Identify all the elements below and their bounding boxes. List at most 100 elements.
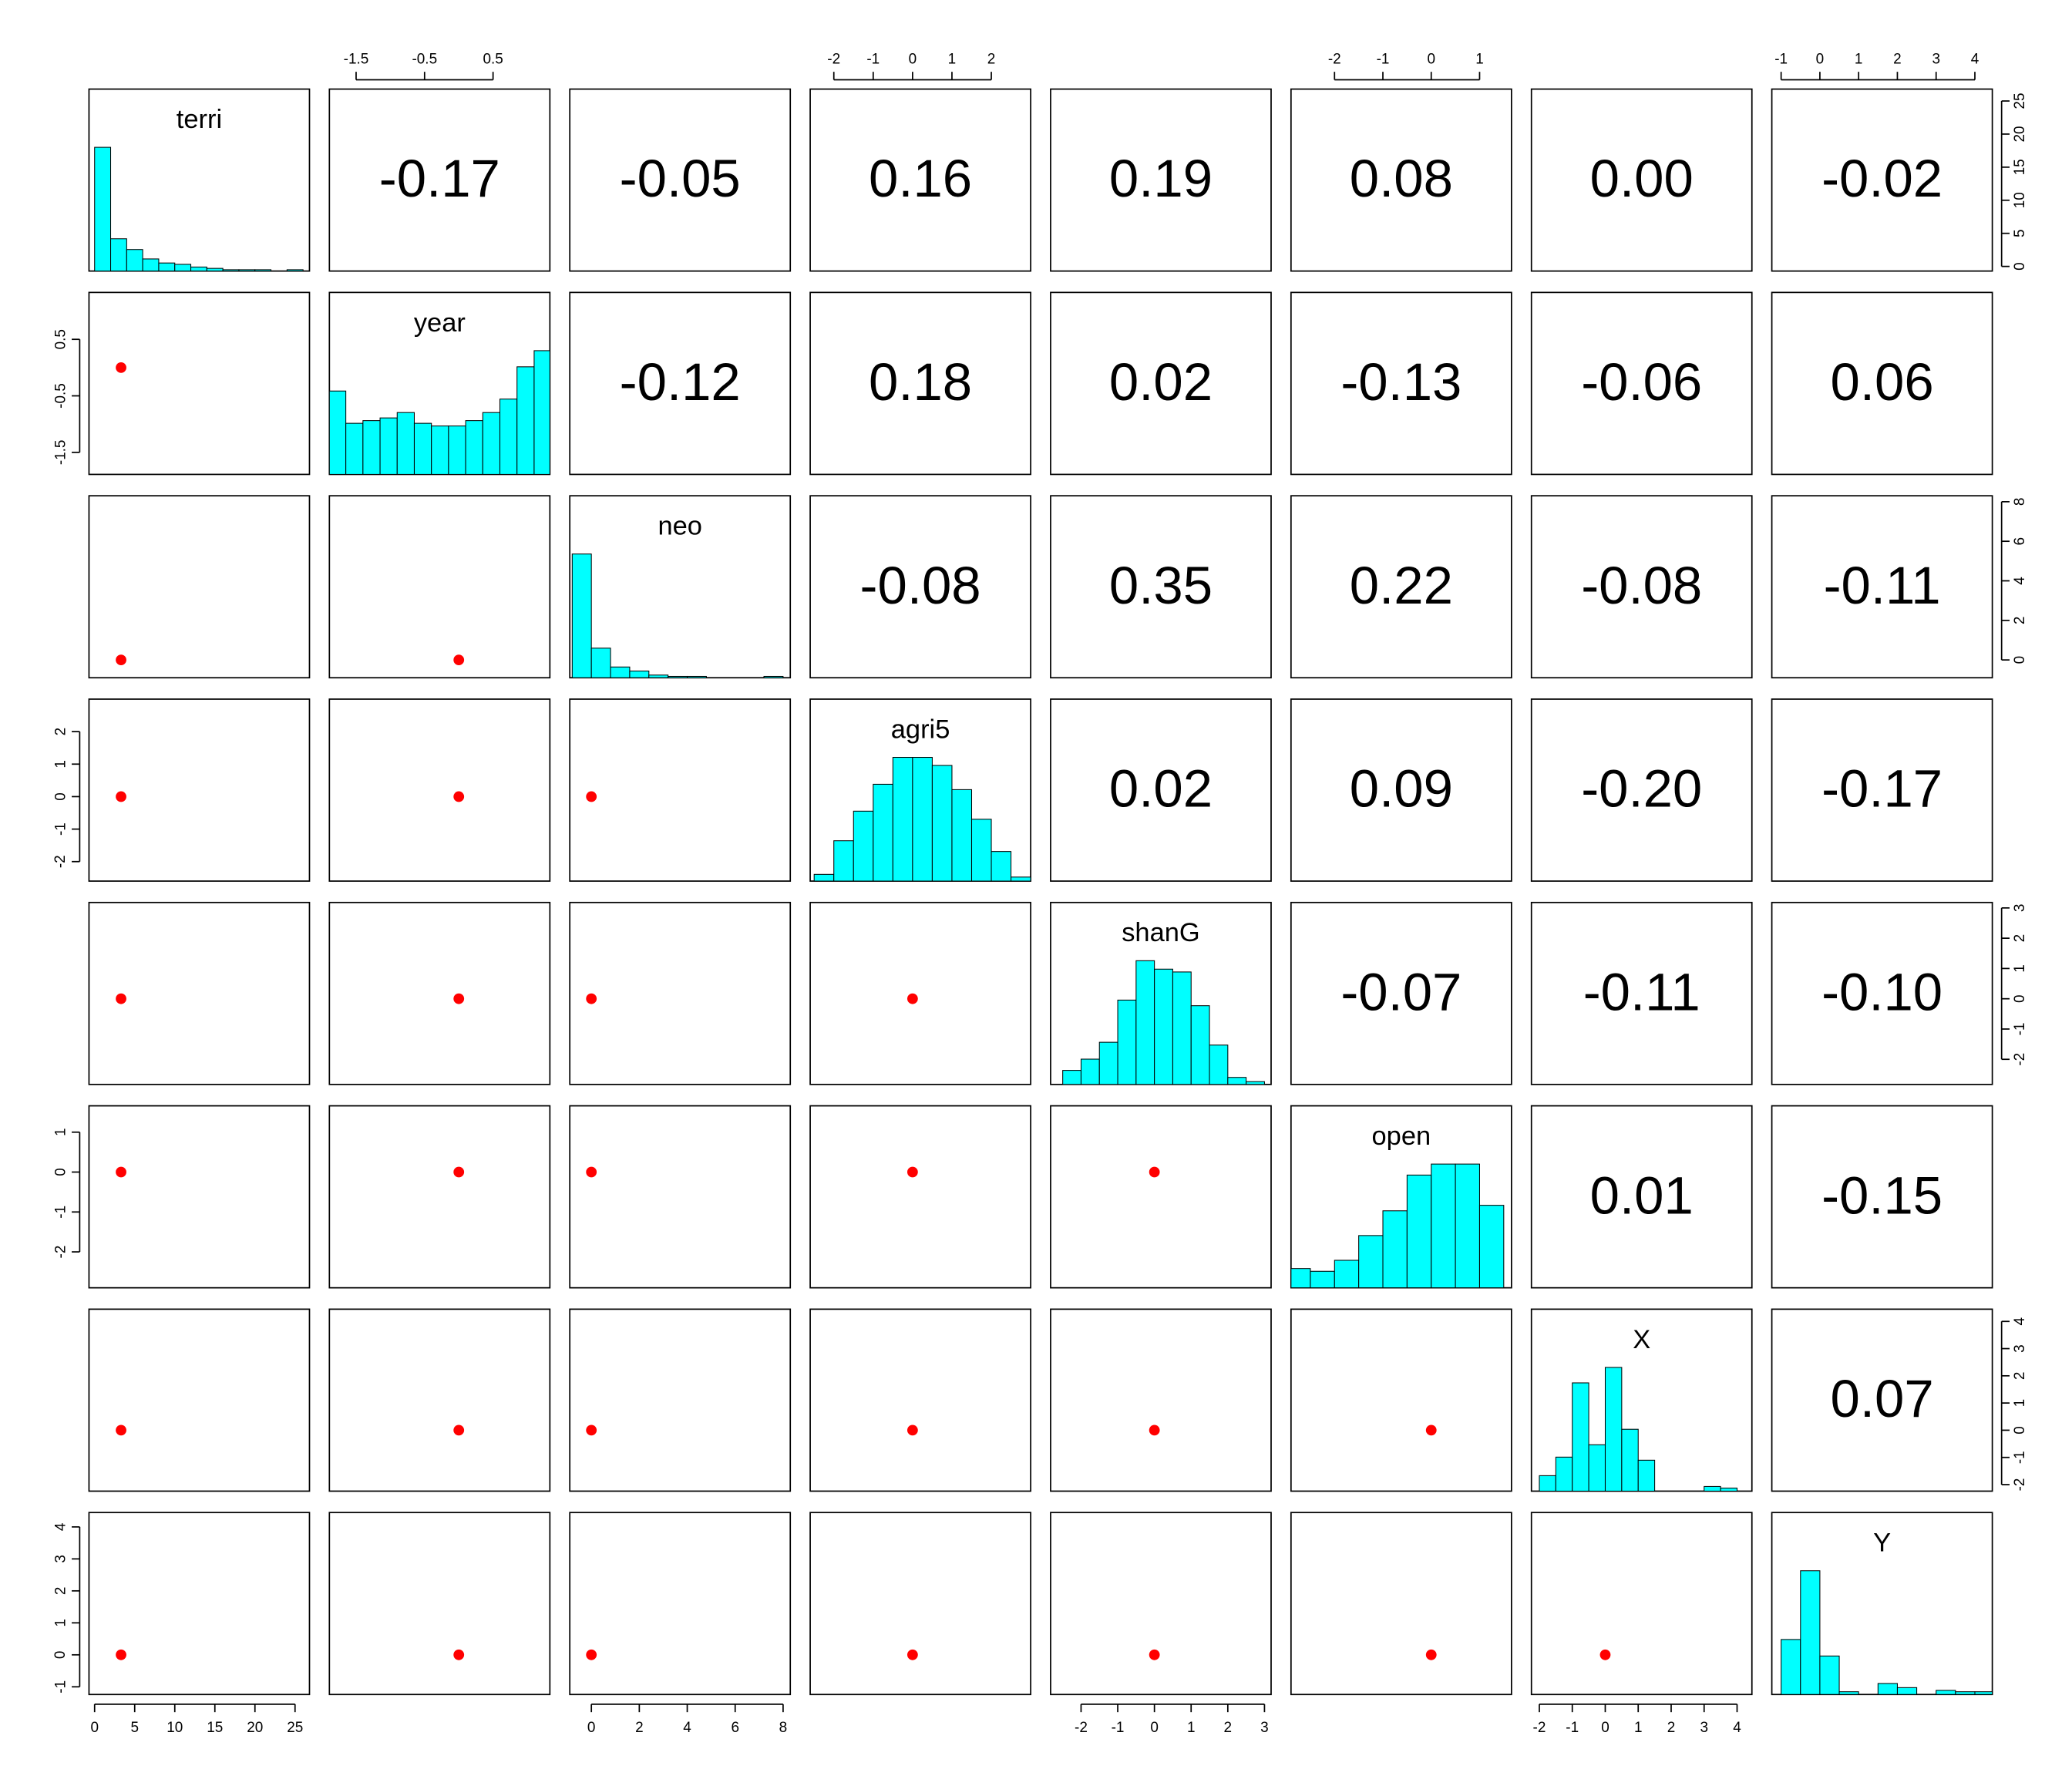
panel xyxy=(328,1512,551,1696)
panel xyxy=(1530,698,1753,882)
panel xyxy=(1290,1308,1512,1492)
y-tick-label: 3 xyxy=(2012,1344,2028,1353)
hist-bar xyxy=(873,783,893,882)
hist-bar xyxy=(110,238,127,272)
y-tick-label: 2 xyxy=(52,1587,69,1596)
y-tick-label: 1 xyxy=(52,760,69,769)
correlation: 0.00 xyxy=(1590,149,1694,208)
mean-point xyxy=(586,791,597,802)
panel xyxy=(1771,698,1993,882)
correlation: 0.22 xyxy=(1350,556,1453,615)
y-tick-label: 2 xyxy=(2012,617,2028,625)
x-tick-label: -2 xyxy=(1328,52,1341,68)
panel xyxy=(569,698,792,882)
hist-bar xyxy=(1011,876,1031,882)
panel xyxy=(328,1105,551,1289)
hist-bar xyxy=(590,648,611,678)
y-tick-label: 0 xyxy=(52,792,69,801)
hist-bar xyxy=(499,399,518,475)
y-tick-label: 0 xyxy=(52,1168,69,1176)
x-tick-label: 0 xyxy=(587,1720,596,1736)
x-tick-label: 15 xyxy=(207,1720,223,1736)
correlation: 0.02 xyxy=(1109,759,1213,819)
correlation: -0.07 xyxy=(1340,962,1462,1021)
correlation: 0.16 xyxy=(869,149,972,208)
hist-bar xyxy=(328,390,347,475)
hist-bar xyxy=(610,666,631,678)
hist-bar xyxy=(1431,1163,1456,1289)
panel xyxy=(1290,901,1512,1085)
correlation: 0.07 xyxy=(1831,1369,1934,1428)
hist-bar xyxy=(763,675,784,678)
hist-bar xyxy=(1604,1367,1623,1492)
hist-bar xyxy=(1227,1077,1247,1085)
y-tick-label: -1 xyxy=(52,1206,69,1219)
panel xyxy=(1050,88,1272,272)
hist-bar xyxy=(1382,1210,1408,1289)
correlation: 0.35 xyxy=(1109,556,1213,615)
hist-bar xyxy=(1246,1081,1265,1085)
panel xyxy=(1530,88,1753,272)
hist-bar xyxy=(516,366,535,475)
hist-bar xyxy=(1974,1691,1993,1695)
hist-bar xyxy=(1877,1683,1898,1695)
y-tick-label: 1 xyxy=(52,1128,69,1136)
mean-point xyxy=(453,1649,465,1660)
hist-bar xyxy=(931,765,953,882)
y-tick-label: 20 xyxy=(2012,126,2028,142)
hist-bar xyxy=(833,840,854,882)
panel xyxy=(88,901,311,1085)
mean-point xyxy=(586,993,597,1004)
mean-point xyxy=(1425,1649,1437,1660)
panel xyxy=(1771,291,1993,476)
x-tick-label: 0.5 xyxy=(483,52,503,68)
panel xyxy=(328,698,551,882)
correlation: -0.06 xyxy=(1581,352,1702,412)
x-tick-label: 4 xyxy=(1733,1720,1741,1736)
mean-point xyxy=(453,654,465,666)
variable-name: neo xyxy=(658,512,701,541)
mean-point xyxy=(586,1424,597,1436)
mean-point xyxy=(453,1424,465,1436)
y-tick-label: 2 xyxy=(52,728,69,736)
hist-bar xyxy=(465,420,483,475)
variable-name: Y xyxy=(1873,1529,1891,1558)
x-tick-label: -1.5 xyxy=(344,52,369,68)
panel xyxy=(1050,1105,1272,1289)
hist-bar xyxy=(1098,1041,1118,1085)
panel xyxy=(328,1308,551,1492)
panel xyxy=(569,88,792,272)
hist-bar xyxy=(892,757,913,882)
hist-bar xyxy=(254,269,272,272)
y-tick-label: -2 xyxy=(2012,1053,2028,1066)
x-tick-label: 3 xyxy=(1932,52,1940,68)
hist-bar xyxy=(1896,1687,1918,1695)
hist-bar xyxy=(1637,1459,1656,1492)
hist-bar xyxy=(1455,1163,1480,1289)
x-tick-label: 20 xyxy=(247,1720,263,1736)
y-tick-label: -2 xyxy=(52,1246,69,1259)
variable-name: year xyxy=(414,308,466,338)
mean-point xyxy=(906,1424,918,1436)
y-tick-label: 3 xyxy=(52,1555,69,1563)
panel xyxy=(1771,1105,1993,1289)
hist-bar xyxy=(1117,999,1137,1085)
panel xyxy=(569,291,792,476)
y-tick-label: 8 xyxy=(2012,498,2028,506)
mean-point xyxy=(906,1166,918,1178)
hist-bar xyxy=(396,412,415,475)
hist-bar xyxy=(991,851,1012,882)
y-tick-label: 0 xyxy=(2012,656,2028,664)
y-tick-label: 10 xyxy=(2012,192,2028,208)
correlation: 0.02 xyxy=(1109,352,1213,412)
hist-bar xyxy=(1781,1639,1801,1695)
hist-bar xyxy=(413,422,432,475)
panel xyxy=(88,1308,311,1492)
correlation: -0.13 xyxy=(1340,352,1462,412)
hist-bar xyxy=(174,264,192,272)
mean-point xyxy=(1149,1649,1160,1660)
hist-bar xyxy=(1539,1475,1556,1492)
hist-bar xyxy=(158,262,176,272)
mean-point xyxy=(116,1166,126,1178)
y-tick-label: 4 xyxy=(2012,577,2028,585)
